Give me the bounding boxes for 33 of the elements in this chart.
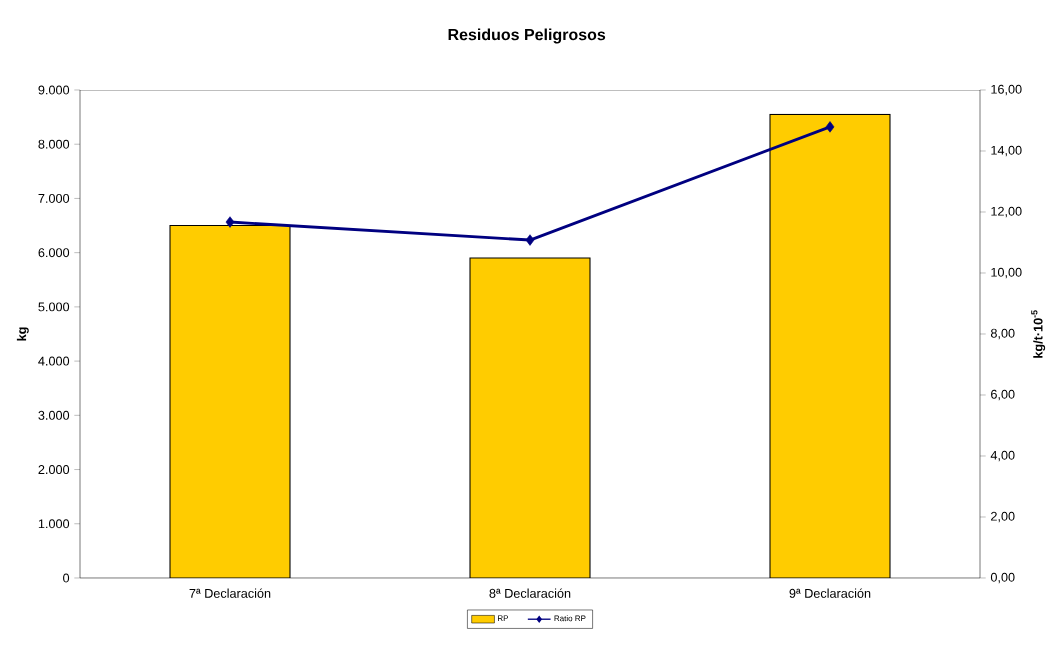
y2-tick-label: 16,00 bbox=[991, 84, 1022, 96]
bar bbox=[169, 225, 291, 578]
y-tick-label: 8.000 bbox=[38, 139, 70, 149]
y2-tick-label: 2,00 bbox=[991, 511, 1015, 523]
y-tick-label: 9.000 bbox=[38, 85, 70, 95]
y2-tick-label: 0,00 bbox=[990, 572, 1015, 584]
x-tick-label: 7ª Declaración bbox=[189, 588, 271, 598]
y-tick-label: 3.000 bbox=[38, 410, 70, 420]
y-tick-label: 4.000 bbox=[38, 356, 70, 366]
bar bbox=[469, 257, 591, 578]
y2-tick-label: 12,00 bbox=[991, 206, 1022, 218]
legend-label: RP bbox=[498, 615, 509, 621]
point bbox=[225, 216, 235, 228]
y2-tick-label: 4,00 bbox=[990, 450, 1015, 462]
y2-tick-label: 14,00 bbox=[991, 145, 1022, 157]
y-tick-label: 1.000 bbox=[38, 519, 70, 529]
y-tick-label: 0 bbox=[63, 573, 70, 583]
x-tick-label: 9ª Declaración bbox=[789, 588, 871, 598]
y-tick-label: 6.000 bbox=[38, 248, 70, 258]
y2-axis-title: kg/t·10$^{-5}$ bbox=[1031, 310, 1046, 358]
y2-tick-label: 10,00 bbox=[991, 267, 1022, 279]
y-axis-title: kg bbox=[16, 327, 29, 341]
point bbox=[825, 121, 835, 133]
y-tick-label: 5.000 bbox=[38, 302, 70, 312]
point bbox=[525, 234, 535, 246]
x-tick-label: 8ª Declaración bbox=[489, 588, 571, 598]
y2-tick-label: 6,00 bbox=[991, 389, 1015, 401]
legend-label: Ratio RP bbox=[554, 615, 586, 622]
y-tick-label: 7.000 bbox=[38, 193, 70, 203]
y-tick-label: 2.000 bbox=[38, 465, 70, 475]
chart-title: Residuos Peligrosos bbox=[448, 28, 606, 44]
bar bbox=[769, 113, 891, 578]
y2-tick-label: 8,00 bbox=[990, 328, 1015, 340]
